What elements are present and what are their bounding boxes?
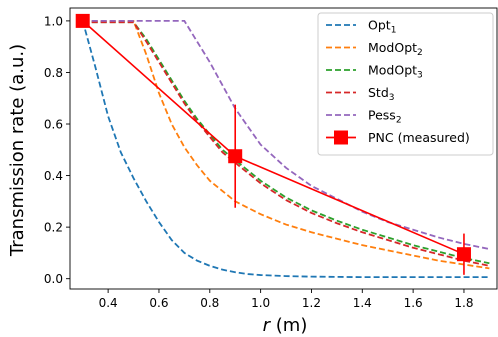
legend-label: Std3 (368, 85, 395, 103)
y-axis-label: Transmission rate (a.u.) (7, 44, 28, 257)
y-tick-label: 0.0 (44, 272, 63, 286)
plot-lines (75, 13, 490, 279)
x-tick-label: 1.6 (404, 296, 423, 310)
x-tick-label: 1.8 (454, 296, 473, 310)
legend-label: Opt1 (368, 18, 396, 36)
data-point-marker (228, 149, 243, 164)
series-line-0 (81, 20, 490, 279)
y-tick-label: 0.6 (44, 118, 63, 132)
legend-label: PNC (measured) (368, 130, 470, 145)
legend-label: ModOpt2 (368, 40, 423, 58)
legend-label: ModOpt3 (368, 63, 423, 81)
x-tick-label: 1.0 (251, 296, 270, 310)
y-tick-label: 1.0 (44, 14, 63, 28)
x-tick-label: 1.2 (302, 296, 321, 310)
x-tick-label: 1.4 (353, 296, 372, 310)
legend-marker (334, 130, 348, 145)
x-axis-label: r (m) (263, 315, 308, 336)
y-tick-label: 0.8 (44, 66, 63, 80)
series-line-4 (82, 19, 490, 250)
plot-frame (69, 7, 498, 290)
legend-box (317, 12, 494, 156)
axes: 0.4 0.6 0.8 1.0 1.2 1.4 1.6 1.8 0.0 0.2 0.4 0.6 0.8 1… (44, 7, 498, 310)
data-point-marker (456, 247, 471, 262)
x-tick-label: 0.4 (99, 296, 118, 310)
legend-label: Pess2 (368, 108, 402, 126)
y-tick-label: 0.2 (44, 221, 63, 235)
data-point-marker (75, 13, 90, 28)
legend: Opt1 ModOpt2 ModOpt3 Std3 Pess2 PNC (measured… (317, 12, 494, 156)
x-tick-label: 0.8 (200, 296, 219, 310)
y-tick-label: 0.4 (44, 169, 63, 183)
x-tick-label: 0.6 (149, 296, 168, 310)
